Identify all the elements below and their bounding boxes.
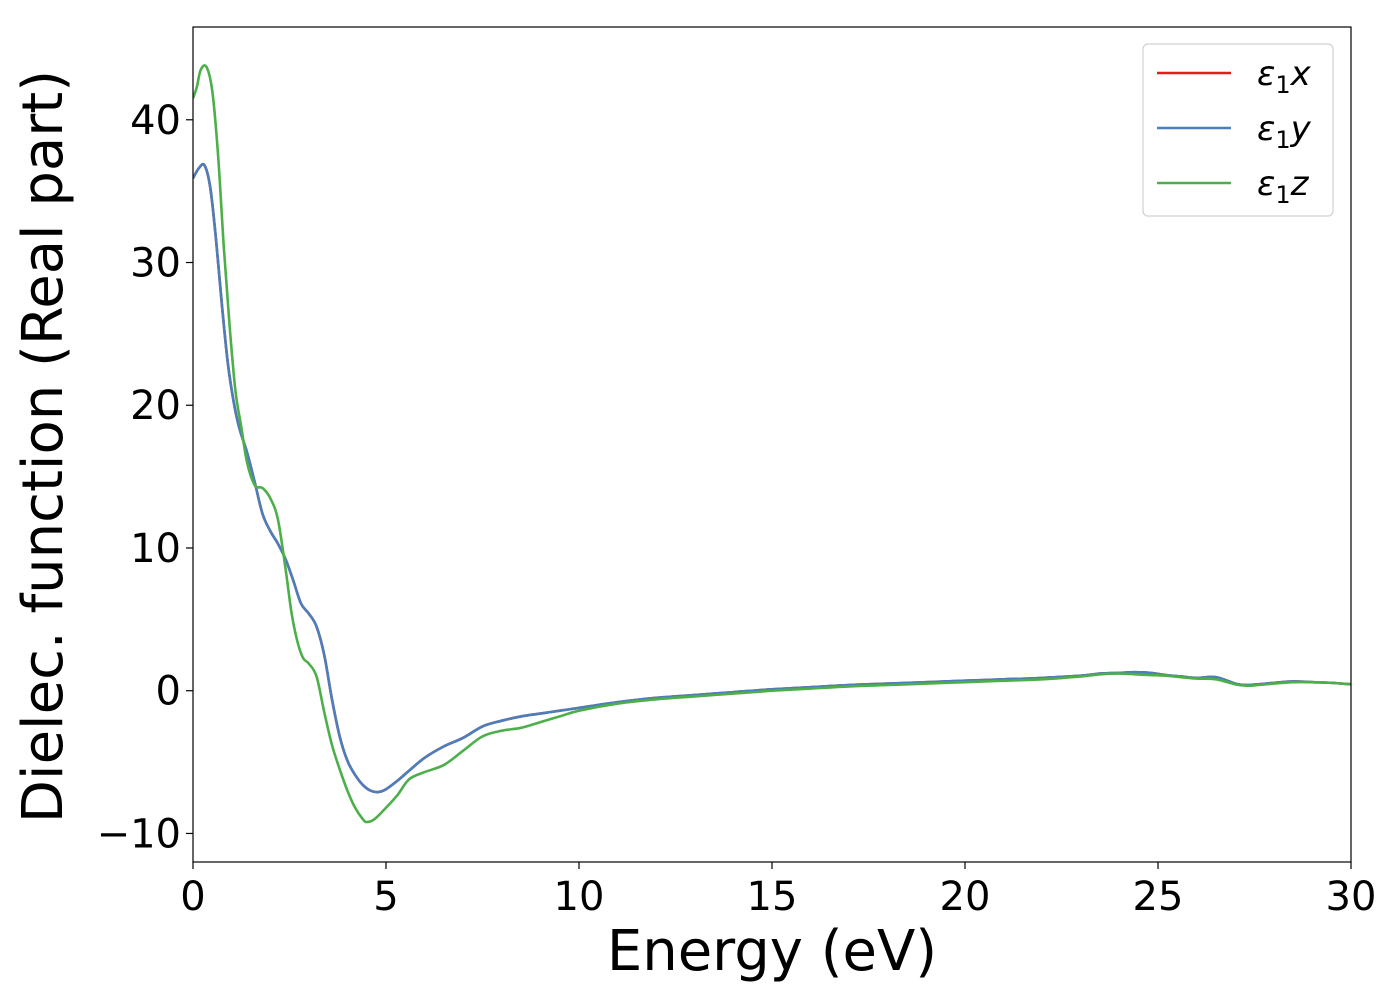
legend-label-y: ε1y: [1257, 109, 1312, 154]
legend-label-x: ε1x: [1257, 54, 1312, 99]
x-axis-ticks: 0 5 10 15 20 25 30: [180, 862, 1376, 920]
y-tick-label: 0: [156, 669, 181, 715]
x-tick-label: 15: [747, 874, 798, 920]
legend-label-z: ε1z: [1257, 164, 1310, 209]
y-tick-label: 10: [130, 526, 181, 572]
y-tick-label: −10: [97, 811, 181, 857]
x-tick-label: 10: [554, 874, 605, 920]
y-tick-label: 40: [130, 98, 181, 144]
legend-box: [1142, 43, 1334, 217]
series-line-z: [193, 64, 1351, 824]
x-tick-label: 25: [1133, 874, 1184, 920]
legend: ε1x ε1y ε1z: [1142, 43, 1334, 217]
plot-series-group: [193, 64, 1351, 824]
y-tick-label: 30: [130, 241, 181, 287]
y-axis-label: Dielec. function (Real part): [11, 70, 76, 823]
x-tick-label: 0: [180, 874, 205, 920]
x-tick-label: 30: [1326, 874, 1377, 920]
y-tick-label: 20: [130, 383, 181, 429]
y-axis-ticks: −10 0 10 20 30 40: [97, 98, 193, 857]
x-tick-label: 20: [940, 874, 991, 920]
x-axis-label: Energy (eV): [607, 919, 937, 984]
x-tick-label: 5: [373, 874, 398, 920]
